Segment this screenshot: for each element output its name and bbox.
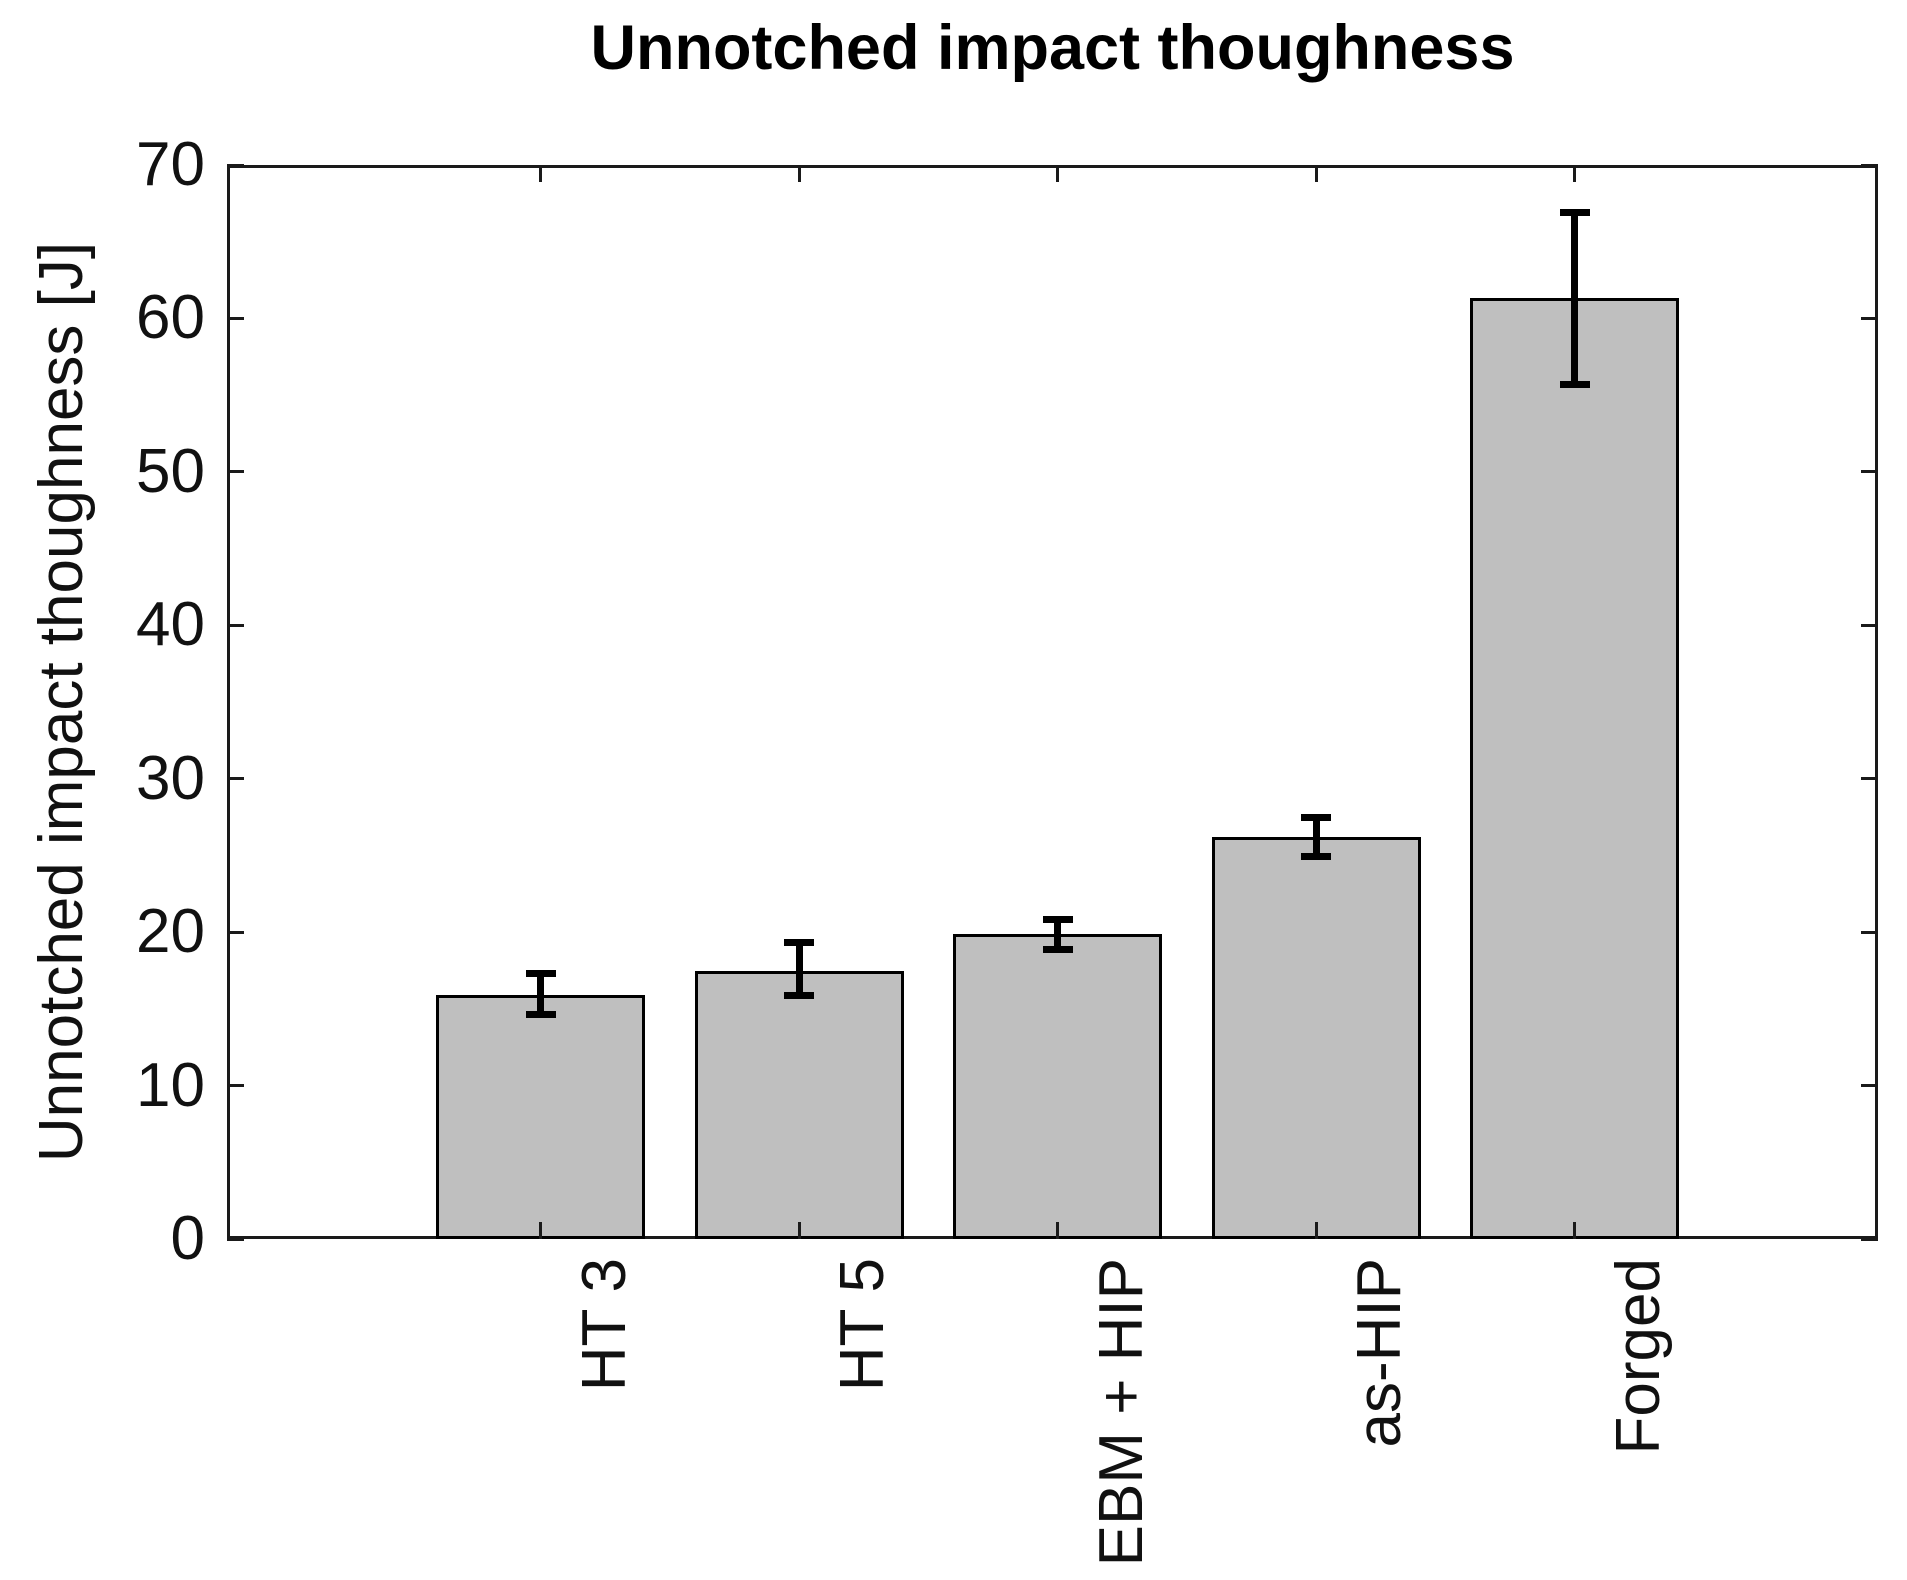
y-tick-mark-right [1861, 1237, 1878, 1241]
y-tick-mark [227, 316, 244, 320]
x-tick-label: EBM + HIP [1086, 1258, 1156, 1567]
x-tick-mark-top [1056, 165, 1060, 182]
bar-forged [1470, 298, 1680, 1239]
y-tick-mark-right [1861, 777, 1878, 781]
y-tick-label: 60 [136, 283, 205, 353]
x-tick-mark [1314, 1222, 1318, 1239]
chart-title: Unnotched impact thoughness [590, 13, 1515, 83]
error-bar-cap-bottom [784, 991, 815, 999]
y-tick-mark-right [1861, 163, 1878, 167]
y-tick-label: 50 [136, 436, 205, 506]
error-bar-cap-bottom [1301, 853, 1332, 861]
x-tick-mark [539, 1222, 543, 1239]
error-bar-cap-top [1042, 916, 1073, 924]
y-tick-mark [227, 1237, 244, 1241]
x-tick-label: HT 3 [569, 1258, 639, 1392]
x-tick-mark-top [797, 165, 801, 182]
error-bar-stem [1312, 817, 1320, 857]
y-tick-mark-right [1861, 316, 1878, 320]
y-tick-mark-right [1861, 930, 1878, 934]
y-tick-label: 70 [136, 130, 205, 199]
plot-layer [227, 163, 1878, 1241]
x-tick-mark-top [539, 165, 543, 182]
error-bar-cap-top [1559, 209, 1590, 217]
y-tick-label: 40 [136, 590, 205, 660]
error-bar-cap-bottom [1042, 945, 1073, 953]
bar-ht-5 [694, 970, 904, 1239]
error-bar-cap-bottom [1559, 380, 1590, 388]
x-tick-mark [1573, 1222, 1577, 1239]
x-tick-label: as-HIP [1345, 1258, 1415, 1448]
x-tick-label: Forged [1603, 1258, 1673, 1455]
y-tick-mark [227, 1084, 244, 1088]
y-tick-label: 20 [136, 897, 205, 967]
y-tick-mark [227, 470, 244, 474]
y-tick-mark [227, 163, 244, 167]
y-tick-mark [227, 623, 244, 627]
x-tick-mark-top [1314, 165, 1318, 182]
y-tick-label: 10 [136, 1050, 205, 1120]
y-tick-label: 30 [136, 743, 205, 813]
error-bar-stem [1054, 919, 1062, 949]
error-bar-cap-top [1301, 813, 1332, 821]
x-tick-label: HT 5 [828, 1258, 898, 1392]
bar-as-hip [1211, 837, 1421, 1239]
y-tick-mark-right [1861, 1084, 1878, 1088]
error-bar-stem [1571, 212, 1579, 385]
y-tick-mark-right [1861, 623, 1878, 627]
x-tick-mark [797, 1222, 801, 1239]
y-tick-mark [227, 777, 244, 781]
error-bar-cap-bottom [525, 1011, 556, 1019]
x-tick-mark-top [1573, 165, 1577, 182]
y-tick-label: 0 [170, 1204, 205, 1273]
x-tick-mark [1056, 1222, 1060, 1239]
error-bar-cap-top [784, 939, 815, 947]
error-bar-cap-top [525, 970, 556, 978]
bar-ebm-hip [953, 933, 1163, 1239]
error-bar-stem [537, 973, 545, 1015]
y-tick-mark-right [1861, 470, 1878, 474]
y-tick-mark [227, 930, 244, 934]
error-bar-stem [795, 942, 803, 996]
bar-ht-3 [436, 995, 646, 1239]
